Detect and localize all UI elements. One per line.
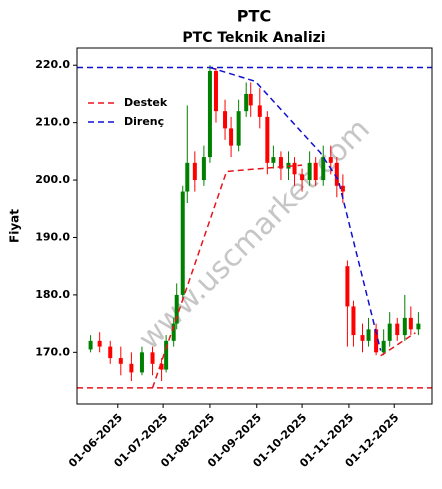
candle-body (334, 162, 339, 186)
candle-body (159, 363, 164, 370)
candle-body (321, 157, 326, 181)
candle-body (307, 162, 312, 181)
candle-body (150, 352, 155, 364)
watermark: www.uscmarket.com (132, 112, 377, 357)
candle-body (207, 70, 212, 158)
candle-body (180, 191, 185, 295)
candle-body (192, 162, 197, 181)
candle-body (345, 266, 350, 307)
candle-body (213, 70, 218, 112)
candle-body (278, 157, 283, 169)
trend-line (209, 66, 382, 351)
candle-body (229, 128, 234, 146)
y-tick-label: 200.0 (35, 173, 70, 186)
candle-body (244, 93, 249, 112)
candle-body (223, 111, 228, 129)
candle-body (118, 358, 123, 364)
candle-body (97, 340, 102, 347)
candle-body (171, 323, 176, 341)
candle-body (88, 340, 93, 350)
candle-body (265, 116, 270, 163)
candle-body (164, 340, 169, 370)
candle-body (174, 294, 179, 324)
candle-body (257, 105, 262, 117)
y-tick-label: 170.0 (35, 345, 70, 358)
candle-body (292, 162, 297, 175)
candle-body (108, 346, 113, 359)
y-tick-label: 220.0 (35, 58, 70, 71)
y-axis-label: Fiyat (8, 209, 22, 243)
y-tick-label: 210.0 (35, 116, 70, 129)
candle-body (340, 185, 345, 192)
candle-body (248, 93, 253, 106)
candle-body (313, 162, 318, 181)
y-tick-label: 190.0 (35, 230, 70, 243)
legend-label: Destek (124, 96, 168, 109)
candle-body (201, 157, 206, 181)
candle-body (381, 340, 386, 353)
candle-body (129, 363, 134, 373)
candle-body (387, 323, 392, 341)
candle-body (408, 317, 413, 330)
plot-frame (76, 47, 433, 405)
candle-body (366, 329, 371, 341)
candle-body (271, 157, 276, 163)
candle-body (328, 157, 333, 163)
candle-body (139, 352, 144, 373)
candle-body (395, 323, 400, 336)
legend-label: Direnç (124, 115, 164, 128)
trend-line (151, 164, 416, 389)
y-tick-label: 180.0 (35, 288, 70, 301)
candle-body (185, 162, 190, 192)
candle-body (236, 111, 241, 146)
candle-body (300, 174, 305, 181)
candle-body (360, 335, 365, 341)
chart-title: PTC (237, 7, 271, 26)
candle-body (402, 317, 407, 336)
candle-body (416, 323, 421, 330)
chart-subtitle: PTC Teknik Analizi (182, 30, 325, 46)
candle-body (374, 329, 379, 353)
candle-body (351, 306, 356, 336)
